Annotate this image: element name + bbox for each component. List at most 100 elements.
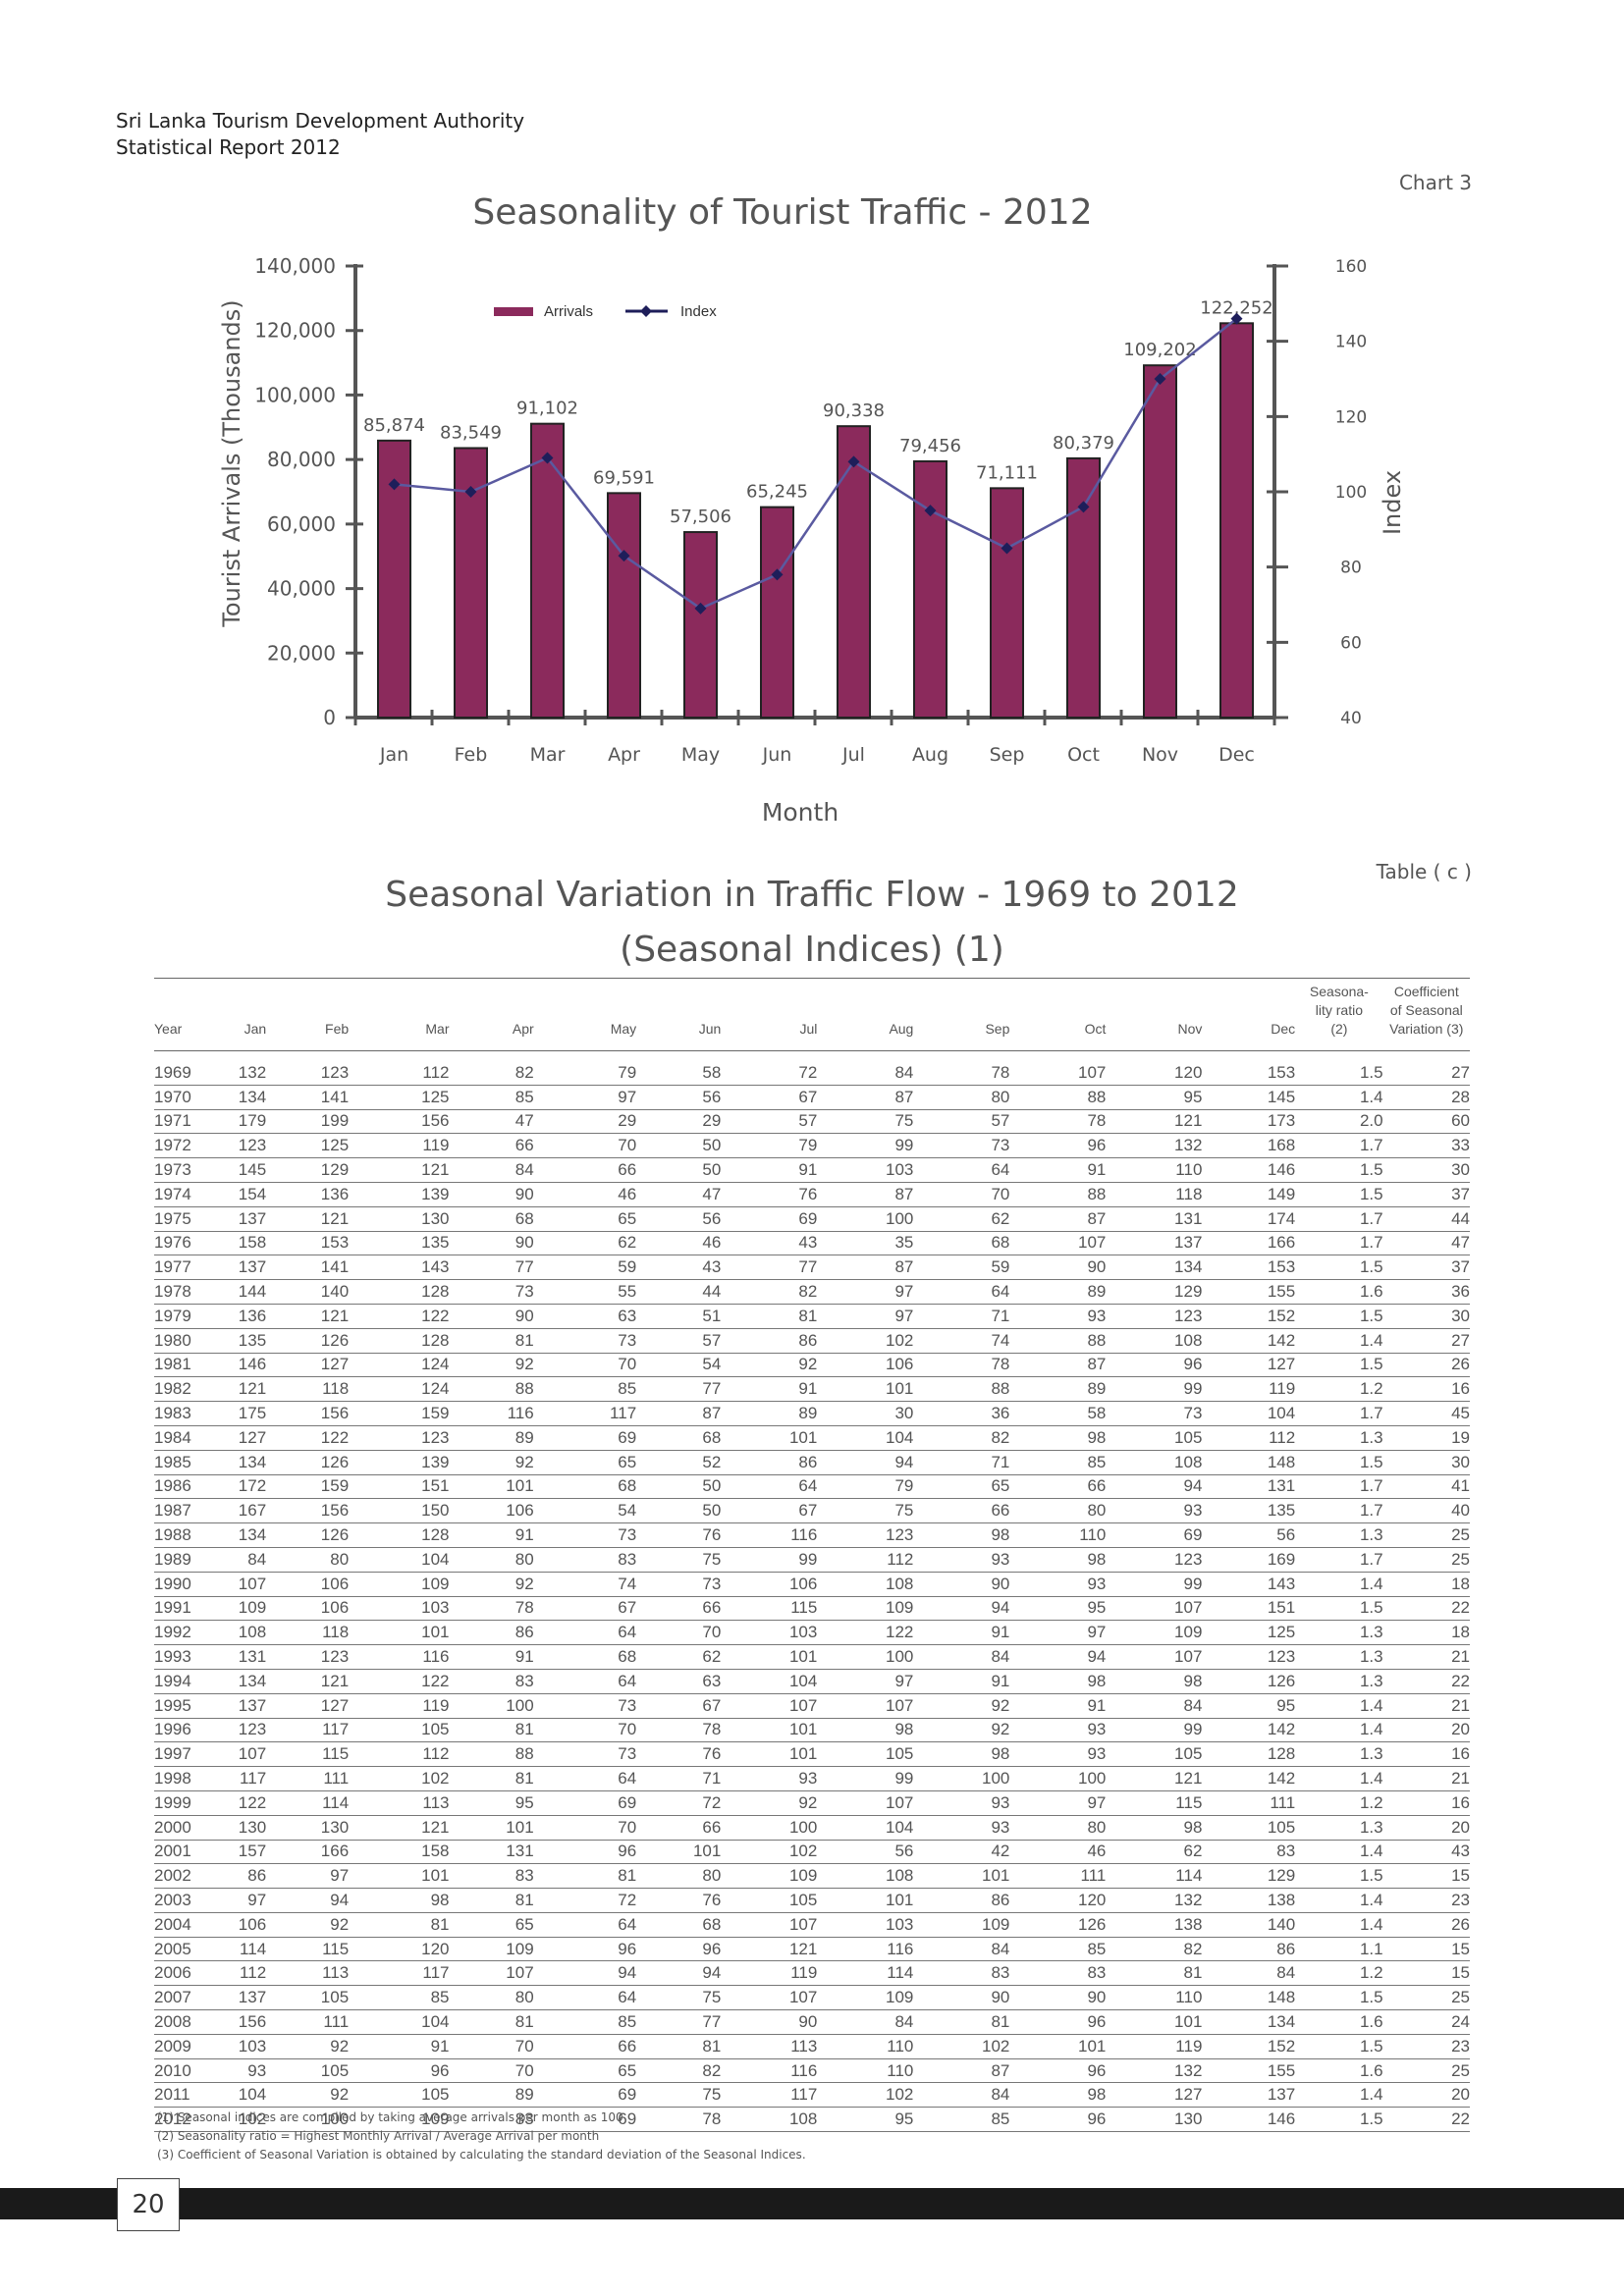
- index-cell: 144: [206, 1279, 267, 1305]
- index-cell: 86: [721, 1328, 818, 1354]
- table-row: 1990 107 106 109 92 74 73 106 108 90 93 99 143 1.4 18: [154, 1572, 1470, 1597]
- index-cell: 81: [449, 1328, 534, 1354]
- index-cell: 66: [636, 1815, 722, 1841]
- index-cell: 93: [913, 1815, 1010, 1841]
- table-row: 1976 158 153 135 90 62 46 43 35 68 107 137 166 1.7 47: [154, 1231, 1470, 1256]
- index-cell: 93: [1009, 1304, 1107, 1329]
- index-cell: 156: [206, 2009, 267, 2035]
- index-cell: 67: [721, 1085, 818, 1110]
- index-line: [394, 317, 1238, 611]
- index-cell: 77: [636, 2009, 722, 2035]
- index-cell: 92: [721, 1353, 818, 1378]
- table-title-line1: Seasonal Variation in Traffic Flow - 196…: [385, 875, 1239, 915]
- x-axis-title: Month: [762, 798, 839, 827]
- index-cell: 117: [349, 1960, 450, 1987]
- index-cell: 107: [1009, 1231, 1107, 1256]
- index-cell: 101: [1009, 2034, 1107, 2059]
- column-header: Oct: [1084, 1021, 1107, 1037]
- index-cell: 109: [913, 1912, 1010, 1938]
- index-cell: 101: [913, 1863, 1010, 1890]
- column-header: Jul: [799, 1021, 818, 1037]
- index-cell: 97: [206, 1888, 267, 1913]
- index-cell: 173: [1202, 1109, 1296, 1135]
- index-cell: 85: [1009, 1937, 1107, 1962]
- index-cell: 62: [533, 1231, 637, 1256]
- index-cell: 98: [1106, 1669, 1203, 1694]
- y2-tick-label: 140: [1335, 333, 1367, 352]
- bar-data-label: 85,874: [363, 415, 425, 436]
- index-cell: 54: [533, 1498, 637, 1524]
- index-cell: 86: [721, 1450, 818, 1475]
- index-cell: 112: [206, 1960, 267, 1987]
- index-marker-may: [694, 602, 707, 614]
- index-cell: 1.6: [1295, 2058, 1383, 2084]
- index-cell: 101: [721, 1718, 818, 1743]
- index-cell: 107: [721, 1912, 818, 1938]
- index-cell: 80: [636, 1863, 722, 1890]
- index-cell: 73: [636, 1572, 722, 1597]
- index-cell: 99: [1106, 1718, 1203, 1743]
- legend-index-marker: [640, 305, 652, 317]
- index-cell: 52: [636, 1450, 722, 1475]
- index-cell: 112: [349, 1061, 450, 1086]
- table-row: 1987 167 156 150 106 54 50 67 75 66 80 93 135 1.7 40: [154, 1498, 1470, 1524]
- index-cell: 37: [1382, 1182, 1470, 1207]
- index-cell: 97: [817, 1669, 914, 1694]
- index-cell: 83: [533, 1547, 637, 1573]
- index-cell: 101: [721, 1741, 818, 1768]
- year-cell: 1979: [154, 1304, 207, 1329]
- index-cell: 108: [206, 1620, 267, 1646]
- bar-data-label: 122,252: [1200, 297, 1272, 318]
- index-cell: 76: [636, 1888, 722, 1913]
- index-cell: 142: [1202, 1328, 1296, 1354]
- index-cell: 69: [533, 2107, 637, 2133]
- year-cell: 2002: [154, 1863, 207, 1890]
- index-cell: 103: [206, 2034, 267, 2059]
- seasonality-chart: 0 20,000 40,000 60,000 80,000 100,000 120,000 1…: [218, 254, 1406, 827]
- index-cell: 85: [449, 1085, 534, 1110]
- column-header: Jun: [698, 1021, 722, 1037]
- index-cell: 85: [349, 1985, 450, 2011]
- index-cell: 121: [721, 1937, 818, 1962]
- legend-index-label: Index: [680, 303, 717, 320]
- index-cell: 109: [349, 2107, 450, 2133]
- bar-jun: [760, 506, 794, 720]
- index-cell: 123: [1202, 1644, 1296, 1670]
- index-cell: 64: [533, 1985, 637, 2011]
- year-cell: 1992: [154, 1620, 207, 1646]
- year-cell: 1975: [154, 1206, 207, 1232]
- index-cell: 157: [206, 1840, 267, 1865]
- column-header: Mar: [425, 1021, 450, 1037]
- year-cell: 2004: [154, 1912, 207, 1938]
- index-cell: 116: [721, 1522, 818, 1548]
- index-marker-jul: [847, 455, 860, 468]
- index-cell: 90: [721, 2009, 818, 2035]
- index-cell: 145: [1202, 1085, 1296, 1110]
- index-cell: 130: [206, 1815, 267, 1841]
- index-cell: 115: [721, 1596, 818, 1622]
- report-name: Statistical Report 2012: [116, 135, 341, 159]
- index-cell: 109: [817, 1596, 914, 1622]
- index-cell: 47: [1382, 1231, 1470, 1256]
- index-cell: 58: [1009, 1401, 1107, 1426]
- index-cell: 73: [533, 1328, 637, 1354]
- index-cell: 108: [817, 1572, 914, 1597]
- index-cell: 88: [913, 1376, 1010, 1403]
- table-row: 2001 157 166 158 131 96 101 102 56 42 46 62 83 1.4 43: [154, 1840, 1470, 1865]
- index-cell: 79: [721, 1133, 818, 1159]
- index-cell: 78: [636, 1718, 722, 1743]
- index-cell: 104: [721, 1669, 818, 1694]
- index-cell: 91: [913, 1620, 1010, 1646]
- index-marker-dec: [1230, 312, 1243, 325]
- year-cell: 1980: [154, 1328, 207, 1354]
- index-cell: 76: [721, 1182, 818, 1207]
- table-row: 1996 123 117 105 81 70 78 101 98 92 93 99 142 1.4 20: [154, 1718, 1470, 1743]
- index-cell: 149: [1202, 1182, 1296, 1207]
- index-marker-jun: [771, 568, 784, 581]
- index-cell: 57: [913, 1109, 1010, 1135]
- index-cell: 99: [721, 1547, 818, 1573]
- index-cell: 98: [1009, 1547, 1107, 1573]
- index-cell: 1.6: [1295, 1279, 1383, 1305]
- bar-data-label: 91,102: [516, 399, 578, 419]
- index-cell: 94: [913, 1596, 1010, 1622]
